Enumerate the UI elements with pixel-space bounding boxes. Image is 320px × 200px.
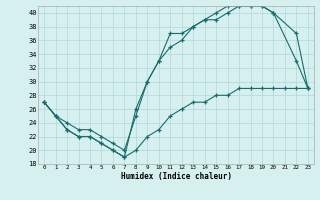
- X-axis label: Humidex (Indice chaleur): Humidex (Indice chaleur): [121, 172, 231, 181]
